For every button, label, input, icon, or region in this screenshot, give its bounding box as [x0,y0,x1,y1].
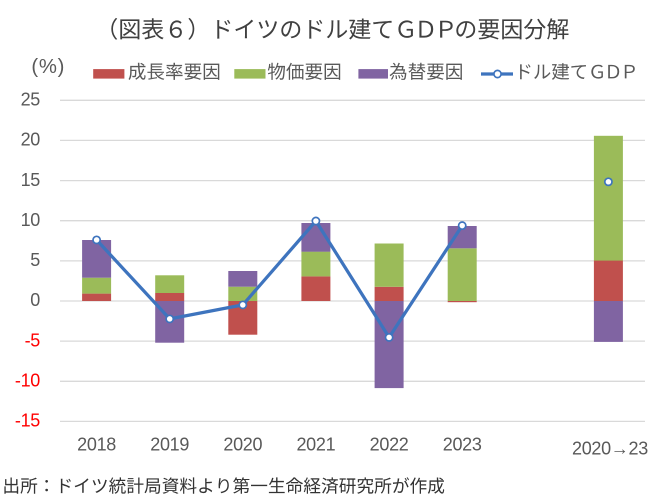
svg-text:20: 20 [21,130,41,150]
svg-text:2022: 2022 [370,435,409,455]
svg-text:-15: -15 [15,411,40,431]
svg-text:(%): (%) [31,56,65,78]
svg-text:2023: 2023 [443,435,482,455]
svg-text:10: 10 [21,210,41,230]
svg-text:15: 15 [21,170,41,190]
svg-text:2020: 2020 [223,435,262,455]
svg-text:2019: 2019 [150,435,189,455]
svg-text:2021: 2021 [296,435,335,455]
svg-text:2020→23: 2020→23 [572,438,648,458]
svg-text:5: 5 [30,250,40,270]
svg-text:-10: -10 [15,371,40,391]
svg-text:2018: 2018 [77,435,116,455]
svg-text:0: 0 [30,290,40,310]
svg-text:-5: -5 [25,330,41,350]
svg-text:25: 25 [21,90,41,110]
